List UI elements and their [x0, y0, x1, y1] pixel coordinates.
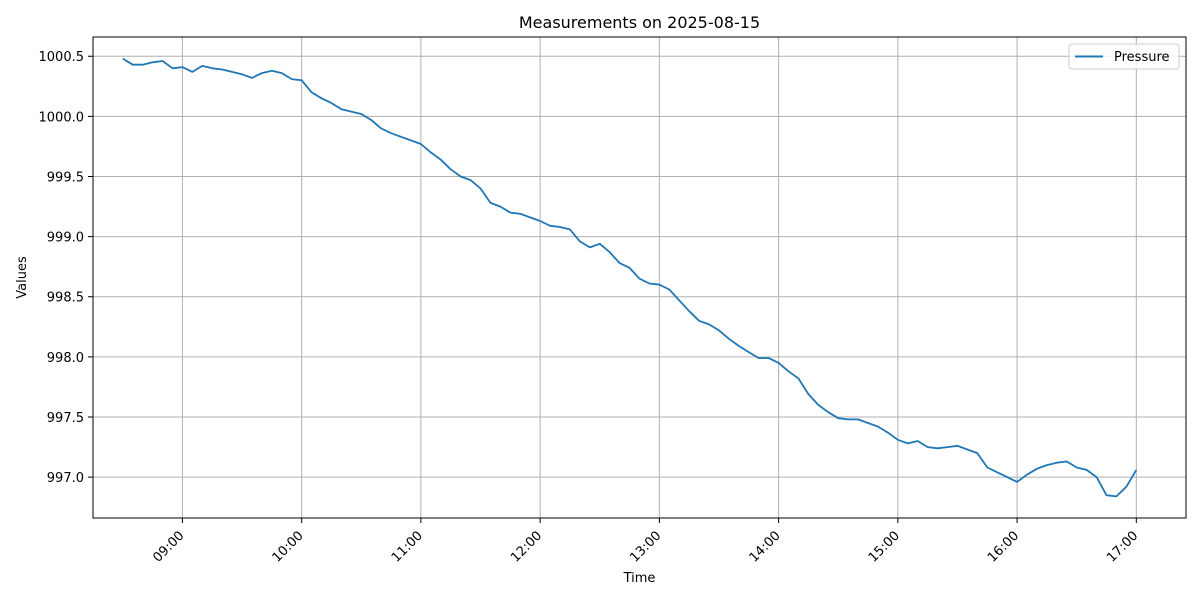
- legend-label-pressure: Pressure: [1114, 50, 1170, 65]
- y-tick-label: 999.5: [47, 170, 84, 185]
- x-axis-label: Time: [623, 571, 656, 586]
- y-tick-label: 997.0: [47, 471, 84, 486]
- y-tick-label: 1000.5: [39, 50, 85, 65]
- y-tick-label: 998.5: [47, 291, 84, 306]
- legend: Pressure: [1068, 43, 1180, 70]
- y-tick-label: 998.0: [47, 351, 84, 366]
- y-tick-label: 997.5: [47, 411, 84, 426]
- y-tick-label: 1000.0: [39, 110, 85, 125]
- y-axis-label: Values: [15, 256, 30, 299]
- series-layer: [122, 57, 1138, 498]
- legend-box: [1068, 43, 1180, 70]
- chart-title: Measurements on 2025-08-15: [519, 13, 760, 32]
- series-line-pressure: [122, 57, 1138, 498]
- axes-frame: [92, 36, 1187, 519]
- y-tick-label: 999.0: [47, 231, 84, 246]
- grid: [93, 37, 1186, 518]
